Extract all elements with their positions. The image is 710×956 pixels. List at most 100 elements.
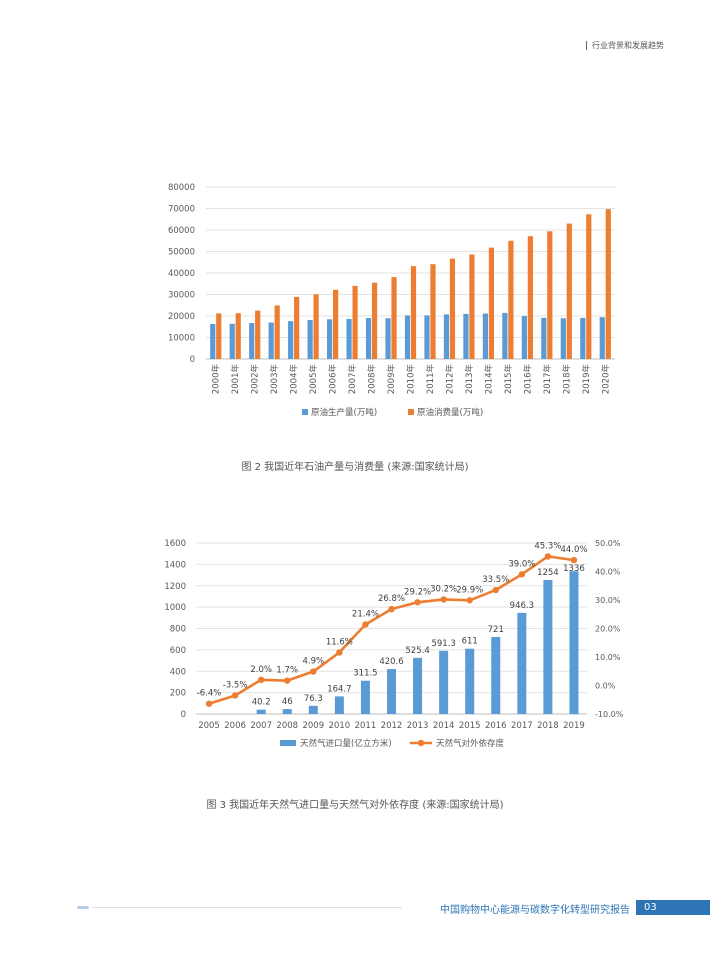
consumption-bar	[235, 313, 241, 359]
import-bar	[413, 657, 423, 714]
x-tick-label: 2020年	[600, 364, 611, 395]
x-tick-label: 2013	[407, 721, 429, 731]
x-tick-label: 2017	[511, 721, 533, 731]
y-left-tick-label: 1200	[164, 582, 186, 592]
consumption-bar	[352, 285, 358, 359]
import-bar	[387, 669, 396, 714]
production-bar	[307, 320, 313, 359]
header-divider	[586, 41, 587, 50]
dependency-point	[284, 677, 291, 684]
production-bar	[326, 319, 333, 359]
y-left-tick-label: 800	[170, 625, 186, 635]
x-tick-label: 2019	[563, 721, 585, 731]
consumption-bar	[294, 296, 300, 359]
section-title: 行业背景和发展趋势	[592, 41, 664, 50]
x-tick-label: 2006	[224, 721, 246, 731]
dependency-data-label: 26.8%	[378, 594, 405, 604]
production-bar	[463, 313, 469, 359]
x-tick-label: 2004年	[289, 364, 300, 395]
production-bar	[288, 321, 294, 359]
x-tick-label: 2015年	[503, 364, 514, 395]
y-left-tick-label: 1000	[164, 603, 186, 613]
x-tick-label: 2000年	[211, 364, 222, 395]
y-tick-label: 0	[190, 355, 195, 365]
x-tick-label: 2006年	[328, 364, 339, 395]
x-tick-label: 2005	[198, 721, 220, 731]
consumption-bar	[332, 289, 339, 359]
dependency-point	[362, 621, 369, 628]
y-tick-label: 10000	[168, 334, 195, 344]
x-tick-label: 2007年	[347, 364, 358, 395]
x-tick-label: 2018年	[561, 364, 572, 395]
dependency-data-label: 4.9%	[302, 657, 324, 667]
x-tick-label: 2010年	[406, 364, 417, 395]
x-tick-label: 2012	[381, 721, 403, 731]
footer-report-title: 中国购物中心能源与碳数字化转型研究报告	[440, 905, 630, 916]
consumption-bar	[371, 282, 378, 359]
y-tick-label: 30000	[168, 291, 195, 301]
legend-production-label: 原油生产量(万吨)	[311, 407, 377, 418]
production-bar	[229, 323, 235, 359]
oil-production-consumption-chart: 0 10000 20000 30000 40000 50000 60000 70000 8000…	[168, 183, 615, 418]
y-tick-label: 70000	[168, 205, 195, 215]
import-bar	[465, 648, 475, 714]
import-bar	[569, 571, 579, 714]
consumption-bar	[469, 254, 475, 359]
x-tick-label: 2016	[485, 721, 507, 731]
consumption-bar	[508, 240, 514, 359]
legend-dependency-marker	[417, 739, 425, 747]
dependency-data-label: 2.0%	[250, 665, 272, 675]
import-bar	[360, 680, 370, 714]
production-bar	[365, 318, 372, 359]
x-tick-label: 2009	[302, 721, 324, 731]
x-tick-label: 2002年	[250, 364, 261, 395]
figure3-caption: 图 3 我国近年天然气进口量与天然气对外依存度 (来源:国家统计局)	[206, 800, 504, 811]
x-tick-label: 2013年	[464, 364, 475, 395]
x-tick-label: 2018	[537, 721, 559, 731]
dependency-point	[310, 668, 317, 675]
production-bar	[443, 314, 450, 359]
import-data-label: 420.6	[379, 657, 403, 667]
production-bar	[560, 318, 566, 359]
import-bar	[282, 709, 292, 714]
y-right-tick-label: 50.0%	[595, 539, 621, 548]
production-bar	[521, 316, 527, 359]
import-bar	[308, 705, 318, 714]
dependency-point	[231, 692, 239, 699]
consumption-bar	[527, 236, 533, 359]
consumption-bar	[410, 266, 417, 359]
dependency-data-label: 29.2%	[404, 587, 431, 597]
import-data-label: 1254	[537, 568, 559, 578]
consumption-bar	[566, 223, 572, 359]
y-left-tick-label: 600	[170, 646, 186, 656]
dependency-data-label: 30.2%	[430, 584, 457, 594]
import-data-label: 1336	[563, 564, 585, 574]
x-tick-label: 2016年	[522, 364, 533, 395]
dependency-data-label: 33.5%	[482, 575, 509, 585]
import-bar	[256, 709, 266, 714]
import-bar	[334, 696, 344, 714]
production-bar	[424, 315, 430, 359]
y-left-tick-label: 200	[170, 689, 186, 699]
section-header: 行业背景和发展趋势	[586, 40, 664, 51]
import-data-label: 591.3	[431, 639, 455, 649]
import-data-label: 46	[282, 697, 293, 707]
dependency-data-label: 21.4%	[352, 610, 379, 620]
legend-import-label: 天然气进口量(亿立方米)	[300, 738, 392, 749]
dependency-point	[492, 586, 499, 594]
x-tick-label: 2011	[355, 721, 377, 731]
page-footer: 中国购物中心能源与碳数字化转型研究报告 03	[0, 900, 710, 916]
x-tick-label: 2019年	[581, 364, 592, 395]
dependency-point	[544, 553, 552, 560]
import-bar	[543, 579, 553, 714]
figure2-caption: 图 2 我国近年石油产量与消费量 (来源:国家统计局)	[241, 462, 469, 473]
consumption-bar	[449, 258, 456, 359]
dependency-data-label: 44.0%	[560, 545, 587, 555]
import-bar	[439, 650, 449, 714]
y-right-tick-label: 10.0%	[595, 653, 621, 662]
production-bar	[599, 317, 605, 359]
consumption-bar	[547, 231, 553, 359]
consumption-bar	[313, 294, 319, 359]
y-right-tick-label: 0.0%	[595, 682, 616, 691]
production-bar	[249, 323, 255, 359]
